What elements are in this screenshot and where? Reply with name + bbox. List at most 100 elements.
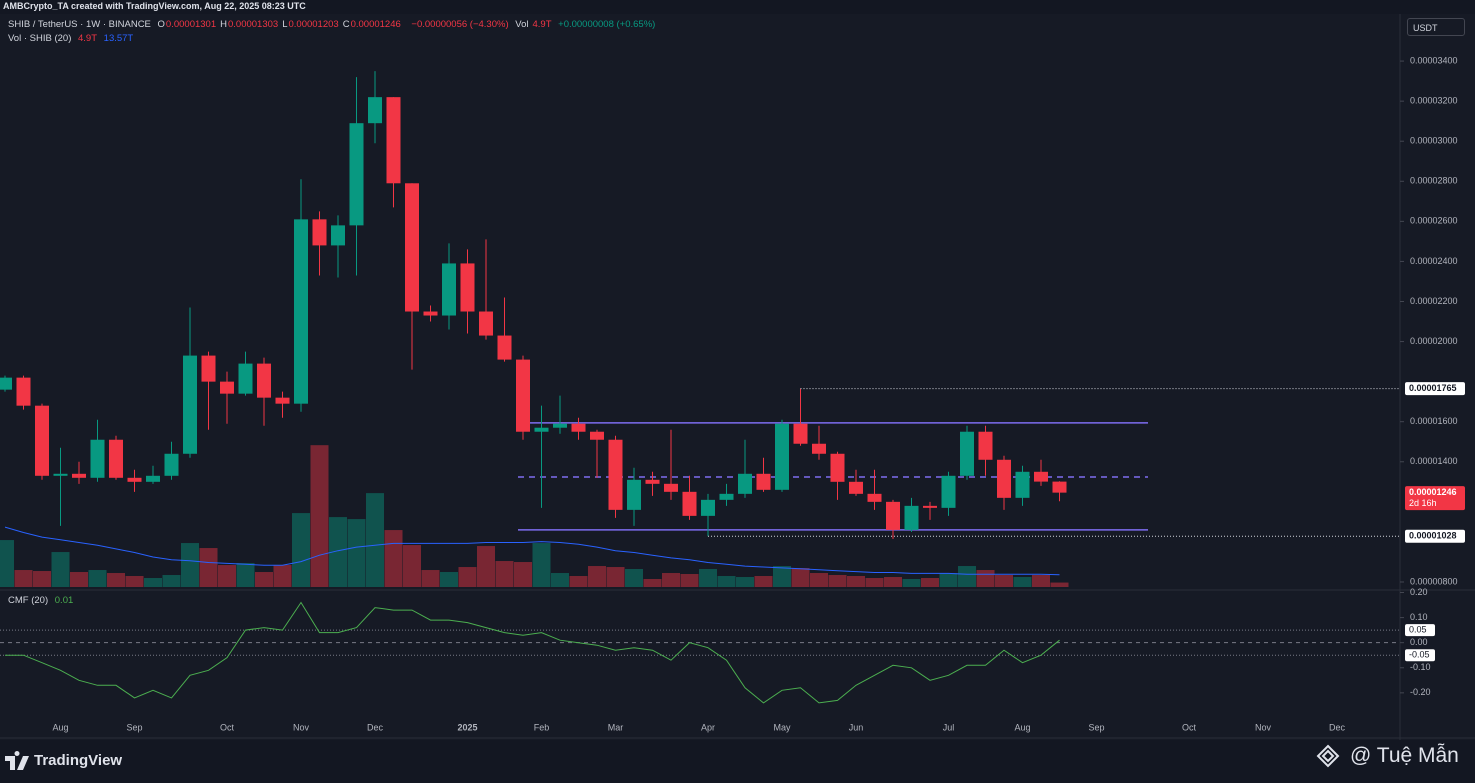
candle-body xyxy=(275,397,290,404)
credit: AMBCrypto_TA created with TradingView.co… xyxy=(3,1,306,11)
volume-bar xyxy=(680,574,699,587)
y-tick-label: 0.00001600 xyxy=(1410,416,1458,426)
cmf-tick-label: -0.20 xyxy=(1410,687,1431,697)
candle-body xyxy=(867,493,882,502)
candle-body xyxy=(294,219,308,404)
volume-bar xyxy=(1032,575,1050,587)
volume-bar xyxy=(902,579,921,587)
ohlc-value: 0.00001303 xyxy=(228,19,279,30)
currency-button[interactable]: USDT xyxy=(1407,18,1465,36)
y-tick-label: 0.00002200 xyxy=(1410,296,1458,306)
symbol-legend: SHIB / TetherUS · 1W · BINANCE O0.000013… xyxy=(8,19,659,30)
price-marker-countdown: 2d 16h xyxy=(1409,498,1437,508)
volume-bar xyxy=(33,571,51,587)
candle-body xyxy=(238,363,253,394)
volume-bar xyxy=(181,543,199,587)
volume-bar xyxy=(791,568,810,587)
price-marker-box xyxy=(1405,382,1465,396)
candle-body xyxy=(793,423,808,444)
cmf-tick-label: 0.20 xyxy=(1410,587,1428,597)
volume-bar xyxy=(88,570,107,587)
ohlc-key: L xyxy=(282,19,288,30)
footer-bar xyxy=(0,740,1475,783)
volume-bar xyxy=(162,575,181,587)
price-marker-label: 0.00001246 xyxy=(1409,487,1457,497)
volume-bar xyxy=(218,565,236,587)
price-marker-box xyxy=(1405,529,1465,543)
volume-title: Vol · SHIB (20) xyxy=(8,33,72,44)
volume-bar xyxy=(14,570,33,587)
volume-bar xyxy=(828,575,847,587)
volume-bar xyxy=(477,546,495,587)
candle-body xyxy=(645,479,660,484)
ohlc-key: H xyxy=(220,19,227,30)
volume-bar xyxy=(754,576,773,587)
x-tick-label: Sep xyxy=(126,722,142,732)
y-tick-label: 0.00001400 xyxy=(1410,456,1458,466)
candle-body xyxy=(90,439,105,478)
candle-body xyxy=(368,97,382,124)
volume-bar xyxy=(199,548,218,587)
x-tick-label: Nov xyxy=(293,722,310,732)
volume-bar xyxy=(1013,577,1032,587)
candle-body xyxy=(904,505,919,530)
price-marker-label: 0.00001028 xyxy=(1409,531,1457,541)
volume-bar xyxy=(384,530,403,587)
candle-body xyxy=(886,501,900,530)
vol-value: 4.9T xyxy=(532,19,552,30)
candle-body xyxy=(331,225,345,246)
cmf-title: CMF (20) xyxy=(8,595,49,606)
y-tick-label: 0.00002600 xyxy=(1410,216,1458,226)
candle-body xyxy=(1034,471,1048,482)
candle-body xyxy=(534,427,549,432)
volume-bar xyxy=(699,569,717,587)
cmf-line xyxy=(5,601,1060,704)
cmf-level-label: 0.05 xyxy=(1409,625,1427,635)
candle-body xyxy=(997,459,1011,498)
cmf-tick-label: 0.00 xyxy=(1410,637,1428,647)
candle-body xyxy=(978,431,993,460)
volume-bar xyxy=(144,578,162,587)
volume-bar xyxy=(366,493,384,587)
volume-bar xyxy=(958,566,976,587)
volume-bar xyxy=(70,572,88,587)
candle-body xyxy=(1052,481,1067,493)
volume-bar xyxy=(995,575,1013,587)
vol-label: Vol xyxy=(515,19,529,30)
ohlc-value: 0.00001203 xyxy=(288,19,339,30)
volume-bar xyxy=(273,565,292,587)
candle-body xyxy=(701,499,715,516)
volume-bar xyxy=(255,572,273,587)
candle-body xyxy=(386,97,401,184)
x-tick-label: Oct xyxy=(220,722,235,732)
volume-bar xyxy=(310,445,329,587)
y-tick-label: 0.00002400 xyxy=(1410,256,1458,266)
volume-bar xyxy=(440,572,458,587)
volume-bar xyxy=(625,569,643,587)
volume-bar xyxy=(976,570,995,587)
x-tick-label: May xyxy=(773,722,791,732)
candle-body xyxy=(516,359,530,432)
ohlc-value: 0.00001301 xyxy=(165,19,217,30)
watermark-icon xyxy=(1316,744,1340,768)
volume-bar xyxy=(865,578,884,587)
candle-body xyxy=(1015,471,1030,498)
ohlc-key: C xyxy=(342,19,350,30)
volume-bar xyxy=(514,562,532,587)
x-tick-label: Apr xyxy=(701,722,715,732)
candle-body xyxy=(220,381,234,394)
x-tick-label: Oct xyxy=(1182,722,1197,732)
candle-body xyxy=(201,355,216,382)
volume-bar xyxy=(588,566,606,587)
candle-body xyxy=(312,219,327,246)
candle-body xyxy=(349,123,364,226)
cmf-last: 0.01 xyxy=(54,595,74,606)
volume-bar xyxy=(810,573,828,587)
x-tick-label: Sep xyxy=(1088,722,1104,732)
brand: TradingView xyxy=(34,752,123,769)
candle-body xyxy=(405,183,419,312)
volume-bar xyxy=(347,519,366,587)
candle-body xyxy=(423,311,438,316)
